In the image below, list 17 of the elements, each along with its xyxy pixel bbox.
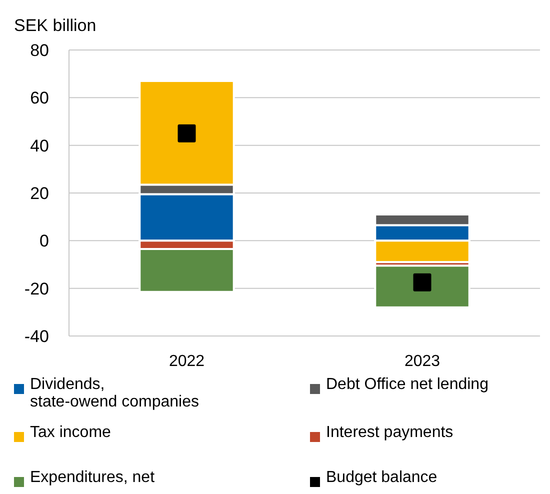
legend-label: Debt Office net lending bbox=[326, 376, 488, 393]
x-tick-label: 2022 bbox=[168, 353, 205, 370]
y-tick-label: 0 bbox=[40, 232, 49, 251]
y-tick-label: -40 bbox=[24, 326, 49, 346]
bar bbox=[374, 264, 470, 308]
legend-label: Dividends, state-owend companies bbox=[30, 376, 199, 411]
legend-label: Budget balance bbox=[326, 469, 438, 486]
y-tick-label: 80 bbox=[30, 40, 49, 60]
legend-label: Expenditures, net bbox=[30, 469, 156, 486]
y-tick-label: -20 bbox=[24, 279, 49, 298]
legend-label: Interest payments bbox=[326, 424, 454, 441]
y-tick-label: 60 bbox=[30, 88, 49, 108]
y-tick-label: 40 bbox=[30, 136, 49, 156]
y-axis-title: SEK billion bbox=[14, 16, 96, 35]
x-tick-label: 2023 bbox=[404, 353, 440, 370]
legend-label: Tax income bbox=[30, 424, 112, 441]
y-tick-label: 20 bbox=[30, 184, 49, 203]
